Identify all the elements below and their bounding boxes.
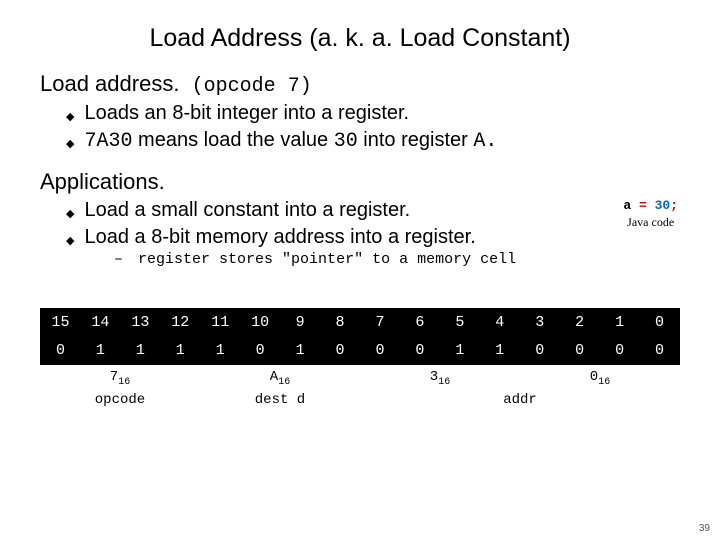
bit-header-cell: 14: [80, 309, 120, 337]
section-load-address: Load address. (opcode 7): [40, 71, 680, 98]
hex-group: 016: [520, 365, 680, 389]
field-label: addr: [360, 391, 680, 409]
bit-cell: 1: [280, 337, 320, 365]
hex-group: A16: [200, 365, 360, 389]
opcode-text: (opcode 7): [192, 75, 312, 98]
bit-header-cell: 3: [520, 309, 560, 337]
bit-header-cell: 12: [160, 309, 200, 337]
bit-header-cell: 2: [560, 309, 600, 337]
bullet-text: Load a small constant into a register.: [84, 197, 410, 224]
code-var: a: [623, 198, 631, 213]
bit-header-cell: 8: [320, 309, 360, 337]
bit-cell: 0: [600, 337, 640, 365]
load-address-bullets: ◆ Loads an 8-bit integer into a register…: [66, 100, 680, 155]
bit-header-cell: 13: [120, 309, 160, 337]
heading-text: Applications.: [40, 169, 165, 194]
bit-cell: 0: [320, 337, 360, 365]
hex-group-row: 716 A16 316 016: [40, 365, 680, 389]
slide-title: Load Address (a. k. a. Load Constant): [40, 24, 680, 53]
code-val: 30: [655, 198, 671, 213]
sub-bullet: – register stores "pointer" to a memory …: [114, 251, 680, 268]
bit-cell: 0: [400, 337, 440, 365]
bit-cell: 0: [240, 337, 280, 365]
code-semi: ;: [670, 198, 678, 213]
bit-header-cell: 6: [400, 309, 440, 337]
bullet-icon: ◆: [66, 234, 74, 249]
bit-header-cell: 5: [440, 309, 480, 337]
bullet-item: ◆ Loads an 8-bit integer into a register…: [66, 100, 680, 127]
bit-header-cell: 9: [280, 309, 320, 337]
bit-cell: 1: [480, 337, 520, 365]
code-token: A.: [473, 130, 497, 153]
bullet-item: ◆ Load a small constant into a register.: [66, 197, 680, 224]
hex-group: 316: [360, 365, 520, 389]
dash-icon: –: [114, 251, 123, 268]
hex-group: 716: [40, 365, 200, 389]
heading-text: Load address.: [40, 71, 179, 96]
code-token: 30: [334, 130, 358, 153]
bit-cell: 0: [41, 337, 81, 365]
bit-header-cell: 1: [600, 309, 640, 337]
bullet-icon: ◆: [66, 110, 74, 125]
bit-header-cell: 0: [640, 309, 680, 337]
bit-cell: 1: [200, 337, 240, 365]
bit-cell: 0: [520, 337, 560, 365]
code-caption: Java code: [623, 215, 678, 230]
bit-header-cell: 11: [200, 309, 240, 337]
bit-table: 15 14 13 12 11 10 9 8 7 6 5 4 3 2 1 0 0 …: [40, 308, 680, 365]
bit-cell: 0: [560, 337, 600, 365]
field-label: opcode: [40, 391, 200, 409]
field-label-row: opcode dest d addr: [40, 391, 680, 409]
subbullet-text: register stores "pointer" to a memory ce…: [138, 251, 516, 268]
code-token: 7A30: [84, 130, 132, 153]
bit-header-row: 15 14 13 12 11 10 9 8 7 6 5 4 3 2 1 0: [41, 309, 680, 337]
bullet-item: ◆ 7A30 means load the value 30 into regi…: [66, 127, 680, 155]
bullet-text: 7A30 means load the value 30 into regist…: [84, 127, 497, 155]
page-number: 39: [699, 523, 710, 534]
bit-cell: 1: [120, 337, 160, 365]
section-applications: Applications.: [40, 169, 680, 195]
code-eq: =: [639, 198, 647, 213]
bit-header-cell: 15: [41, 309, 81, 337]
code-line: a = 30;: [623, 198, 678, 213]
bit-cell: 0: [640, 337, 680, 365]
bit-cell: 0: [360, 337, 400, 365]
bit-header-cell: 4: [480, 309, 520, 337]
bit-cell: 1: [160, 337, 200, 365]
bullet-icon: ◆: [66, 207, 74, 222]
bullet-item: ◆ Load a 8-bit memory address into a reg…: [66, 224, 680, 251]
bullet-icon: ◆: [66, 137, 74, 152]
bullet-text: Load a 8-bit memory address into a regis…: [84, 224, 475, 251]
bit-header-cell: 7: [360, 309, 400, 337]
bit-cell: 1: [440, 337, 480, 365]
java-code-box: a = 30; Java code: [623, 198, 678, 230]
bullet-text: Loads an 8-bit integer into a register.: [84, 100, 409, 127]
field-label: dest d: [200, 391, 360, 409]
bit-value-row: 0 1 1 1 1 0 1 0 0 0 1 1 0 0 0 0: [41, 337, 680, 365]
bit-header-cell: 10: [240, 309, 280, 337]
bit-cell: 1: [80, 337, 120, 365]
applications-bullets: ◆ Load a small constant into a register.…: [66, 197, 680, 268]
